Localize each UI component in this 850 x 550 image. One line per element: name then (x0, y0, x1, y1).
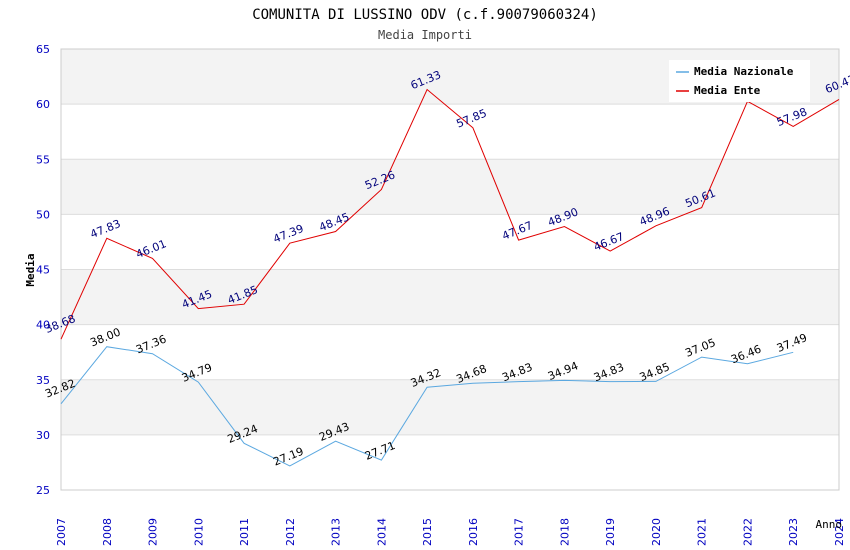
y-tick-label-40: 40 (36, 319, 50, 332)
x-tick-label-2020: 2020 (650, 518, 663, 546)
band-50 (61, 159, 839, 215)
x-tick-label-2022: 2022 (741, 518, 754, 546)
y-tick-label-30: 30 (36, 429, 50, 442)
data-label-media-nazionale-2021: 37.05 (683, 336, 717, 360)
data-label-media-ente-2012: 47.39 (271, 222, 305, 246)
x-tick-label-2012: 2012 (284, 518, 297, 546)
x-tick-label-2016: 2016 (467, 518, 480, 546)
y-tick-label-25: 25 (36, 484, 50, 497)
data-label-media-nazionale-2023: 37.49 (775, 331, 809, 355)
x-tick-label-2013: 2013 (330, 518, 343, 546)
y-axis-ticks: 25 30 35 40 45 50 55 60 65 (36, 43, 50, 497)
legend-label-media-nazionale: Media Nazionale (694, 65, 794, 78)
data-label-media-nazionale-2022: 36.46 (729, 342, 763, 366)
y-tick-label-45: 45 (36, 264, 50, 277)
y-tick-label-65: 65 (36, 43, 50, 56)
chart-title: COMUNITA DI LUSSINO ODV (c.f.90079060324… (252, 7, 598, 23)
series-line-media-nazionale (60, 346, 794, 467)
y-tick-label-35: 35 (36, 374, 50, 387)
x-tick-label-2017: 2017 (513, 518, 526, 546)
band-30 (61, 379, 839, 435)
plot-frame (60, 48, 840, 491)
x-tick-label-2019: 2019 (604, 518, 617, 546)
band-40 (61, 269, 839, 325)
y-tick-label-55: 55 (36, 153, 50, 166)
x-axis-ticks: 2007 2008 2009 2010 2011 2012 2013 2014 2015 2016… (55, 518, 846, 546)
legend-label-media-ente: Media Ente (694, 84, 761, 97)
chart-subtitle: Media Importi (378, 28, 472, 42)
y-tick-label-50: 50 (36, 208, 50, 221)
x-tick-label-2018: 2018 (558, 518, 571, 546)
legend-box (669, 60, 810, 102)
x-tick-label-2023: 2023 (787, 518, 800, 546)
data-label-media-nazionale-2009: 37.36 (134, 333, 168, 357)
x-tick-label-2015: 2015 (421, 518, 434, 546)
x-tick-label-2007: 2007 (55, 518, 68, 546)
y-axis-label: Media (24, 253, 37, 286)
data-label-media-ente-2017: 47.67 (500, 219, 534, 243)
x-tick-label-2009: 2009 (147, 518, 160, 546)
y-tick-label-60: 60 (36, 98, 50, 111)
x-tick-label-2014: 2014 (375, 518, 388, 546)
x-tick-label-2010: 2010 (192, 518, 205, 546)
series-lines (60, 88, 840, 467)
x-tick-label-2024: 2024 (833, 518, 846, 546)
data-label-media-nazionale-2008: 38.00 (88, 326, 122, 350)
x-axis-label: Anno (816, 518, 843, 531)
x-tick-label-2021: 2021 (696, 518, 709, 546)
data-label-media-ente-2007: 38.68 (43, 312, 77, 336)
legend: Media Nazionale Media Ente (669, 60, 810, 102)
series-line-media-ente (60, 88, 840, 340)
data-label-media-ente-2008: 47.83 (88, 217, 122, 241)
x-tick-label-2011: 2011 (238, 518, 251, 546)
x-tick-label-2008: 2008 (101, 518, 114, 546)
plot-background-bands (61, 49, 839, 435)
